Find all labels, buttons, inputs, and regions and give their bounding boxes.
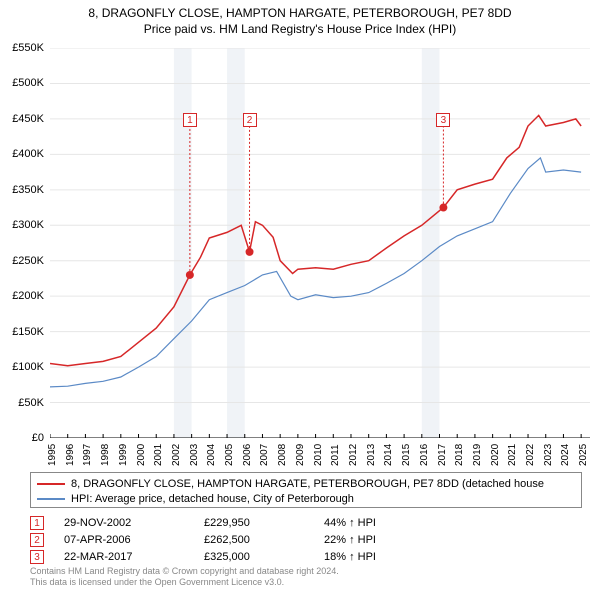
- y-tick-label: £200K: [12, 290, 44, 302]
- event-price: £262,500: [204, 534, 324, 546]
- x-axis-labels: 1995 1996 1997 1998 1999 2000 2001 2002 2003 2004…: [50, 440, 590, 468]
- x-tick-label: 2022: [525, 444, 536, 466]
- x-tick-label: 2014: [383, 444, 394, 466]
- x-tick-label: 2007: [259, 444, 270, 466]
- x-tick-label: 2015: [401, 444, 412, 466]
- marker-callout-1: 1: [183, 113, 197, 127]
- y-tick-label: £150K: [12, 326, 44, 338]
- y-tick-label: £500K: [12, 77, 44, 89]
- x-tick-label: 2020: [490, 444, 501, 466]
- y-tick-label: £450K: [12, 113, 44, 125]
- x-tick-label: 2021: [507, 444, 518, 466]
- y-tick-label: £50K: [18, 397, 44, 409]
- legend-blue-swatch: [37, 498, 65, 500]
- event-row: 3 22-MAR-2017£325,00018% ↑ HPI: [30, 548, 582, 565]
- x-tick-label: 2001: [153, 444, 164, 466]
- x-tick-label: 2000: [136, 444, 147, 466]
- chart-container: 8, DRAGONFLY CLOSE, HAMPTON HARGATE, PET…: [0, 0, 600, 590]
- footer-attribution: Contains HM Land Registry data © Crown c…: [30, 566, 339, 588]
- x-tick-label: 2018: [454, 444, 465, 466]
- y-tick-label: £0: [32, 432, 44, 444]
- x-tick-label: 2010: [313, 444, 324, 466]
- x-tick-label: 2016: [419, 444, 430, 466]
- x-tick-label: 2008: [277, 444, 288, 466]
- event-date: 22-MAR-2017: [64, 551, 204, 563]
- legend-box: 8, DRAGONFLY CLOSE, HAMPTON HARGATE, PET…: [30, 472, 582, 508]
- x-tick-label: 2025: [578, 444, 589, 466]
- event-delta: 44% ↑ HPI: [324, 517, 376, 529]
- title-line2: Price paid vs. HM Land Registry's House …: [0, 22, 600, 36]
- y-tick-label: £300K: [12, 219, 44, 231]
- x-tick-label: 2024: [560, 444, 571, 466]
- x-tick-label: 2004: [206, 444, 217, 466]
- legend-red-row: 8, DRAGONFLY CLOSE, HAMPTON HARGATE, PET…: [37, 476, 575, 491]
- x-tick-label: 1996: [65, 444, 76, 466]
- y-tick-label: £400K: [12, 148, 44, 160]
- x-tick-label: 1997: [82, 444, 93, 466]
- x-tick-label: 2003: [189, 444, 200, 466]
- x-tick-label: 2005: [224, 444, 235, 466]
- chart-plot-area: [50, 48, 590, 438]
- y-axis-labels: £0£50K£100K£150K£200K£250K£300K£350K£400…: [0, 48, 46, 438]
- legend-red-label: 8, DRAGONFLY CLOSE, HAMPTON HARGATE, PET…: [71, 478, 544, 490]
- event-price: £325,000: [204, 551, 324, 563]
- marker-callout-3: 3: [436, 113, 450, 127]
- x-tick-label: 1995: [47, 444, 58, 466]
- x-tick-label: 2012: [348, 444, 359, 466]
- events-table: 1 29-NOV-2002£229,95044% ↑ HPI 2 07-APR-200…: [30, 514, 582, 565]
- event-date: 07-APR-2006: [64, 534, 204, 546]
- x-tick-label: 2017: [437, 444, 448, 466]
- marker-callout-2: 2: [243, 113, 257, 127]
- x-tick-label: 1999: [118, 444, 129, 466]
- chart-svg: [50, 48, 590, 438]
- y-tick-label: £350K: [12, 184, 44, 196]
- y-tick-label: £550K: [12, 42, 44, 54]
- event-price: £229,950: [204, 517, 324, 529]
- event-row: 2 07-APR-2006£262,50022% ↑ HPI: [30, 531, 582, 548]
- x-tick-label: 2006: [242, 444, 253, 466]
- x-tick-label: 2011: [330, 444, 341, 466]
- y-tick-label: £250K: [12, 255, 44, 267]
- event-row: 1 29-NOV-2002£229,95044% ↑ HPI: [30, 514, 582, 531]
- footer-line2: This data is licensed under the Open Gov…: [30, 577, 339, 588]
- y-tick-label: £100K: [12, 361, 44, 373]
- legend-red-swatch: [37, 483, 65, 485]
- legend-blue-label: HPI: Average price, detached house, City…: [71, 493, 354, 505]
- x-tick-label: 2013: [366, 444, 377, 466]
- event-num: 2: [30, 533, 44, 547]
- event-num: 3: [30, 550, 44, 564]
- event-date: 29-NOV-2002: [64, 517, 204, 529]
- event-delta: 18% ↑ HPI: [324, 551, 376, 563]
- chart-titles: 8, DRAGONFLY CLOSE, HAMPTON HARGATE, PET…: [0, 0, 600, 36]
- legend-blue-row: HPI: Average price, detached house, City…: [37, 491, 575, 506]
- x-tick-label: 2023: [543, 444, 554, 466]
- x-tick-label: 1998: [100, 444, 111, 466]
- event-num: 1: [30, 516, 44, 530]
- footer-line1: Contains HM Land Registry data © Crown c…: [30, 566, 339, 577]
- x-tick-label: 2019: [472, 444, 483, 466]
- x-tick-label: 2009: [295, 444, 306, 466]
- event-delta: 22% ↑ HPI: [324, 534, 376, 546]
- x-tick-label: 2002: [171, 444, 182, 466]
- title-line1: 8, DRAGONFLY CLOSE, HAMPTON HARGATE, PET…: [0, 6, 600, 20]
